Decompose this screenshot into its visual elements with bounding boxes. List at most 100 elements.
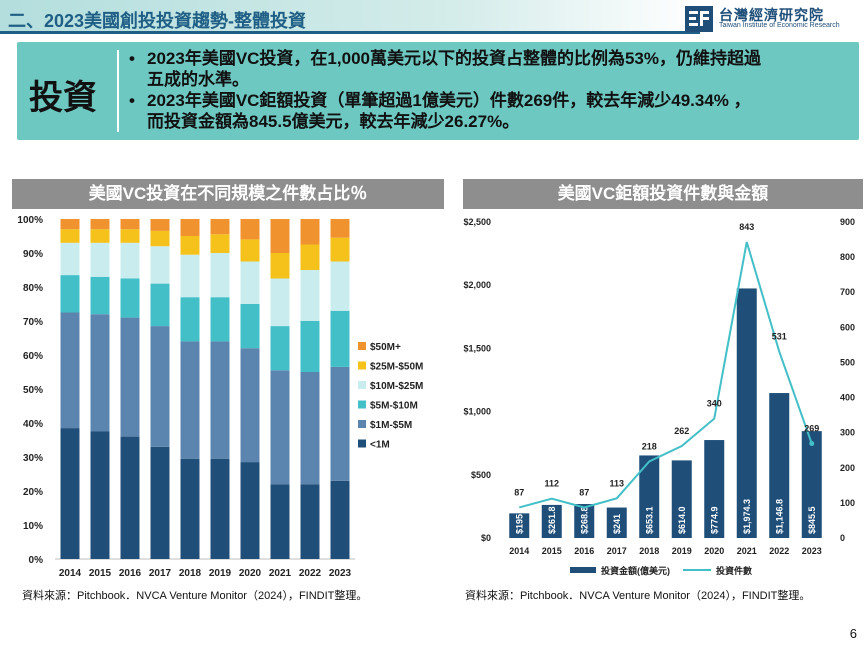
bar-segment (120, 242, 140, 279)
legend-label: 投資金額(億美元) (601, 565, 670, 576)
y-right-tick-label: 100 (840, 498, 855, 508)
summary-bullet-continuation: 而投資金額為845.5億美元，較去年減少26.27%。 (147, 112, 520, 131)
bar-segment (120, 229, 140, 243)
legend-swatch (570, 567, 596, 573)
bar-value-label: $261.8 (547, 506, 557, 534)
bar-segment (240, 261, 260, 304)
bar-value-label: $241 (612, 514, 622, 534)
bar-segment (210, 341, 230, 459)
legend-swatch (358, 361, 366, 370)
bar-segment (90, 314, 110, 432)
summary-bullet: 2023年美國VC鉅額投資（單筆超過1億美元）件數269件，較去年減少49.34… (129, 90, 849, 111)
bar-segment (60, 219, 80, 230)
y-left-tick-label: $500 (471, 470, 491, 480)
legend-swatch (358, 381, 366, 389)
bar-segment (300, 484, 320, 559)
x-tick-label: 2017 (149, 568, 172, 579)
bar-segment (330, 480, 350, 559)
bar-value-label: $1,974.3 (742, 499, 752, 534)
y-tick-label: 80% (23, 283, 43, 294)
left-chart-source: 資料來源：Pitchbook．NVCA Venture Monitor（2024… (22, 590, 368, 602)
y-tick-label: 30% (23, 453, 43, 464)
line-value-label: 87 (579, 487, 589, 497)
logo-name-en: Taiwan Institute of Economic Research (719, 22, 840, 29)
bar-segment (300, 270, 320, 321)
bar-segment (150, 283, 170, 327)
bar-segment (60, 428, 80, 559)
line-value-label: 112 (544, 479, 559, 489)
count-line (518, 241, 813, 509)
line-value-label: 218 (642, 441, 657, 451)
y-tick-label: 60% (23, 351, 43, 362)
x-tick-label: 2015 (89, 568, 112, 579)
bar-segment (210, 297, 230, 342)
bar-segment (120, 436, 140, 559)
y-tick-label: 40% (23, 419, 43, 430)
bar-segment (180, 341, 200, 459)
y-left-tick-label: $0 (481, 533, 491, 543)
y-left-tick-label: $2,500 (463, 217, 491, 227)
x-tick-label: 2018 (179, 568, 202, 579)
bar-segment (240, 239, 260, 262)
summary-box: 投資 2023年美國VC投資，在1,000萬美元以下的投資占整體的比例為53%，… (17, 42, 859, 140)
legend-swatch (358, 400, 366, 409)
left-chart-header: 美國VC投資在不同規模之件數占比％ (12, 179, 444, 209)
summary-bullet-continuation: 五成的水準。 (147, 70, 249, 89)
y-right-tick-label: 900 (840, 217, 855, 227)
x-tick-label: 2014 (509, 546, 529, 556)
y-right-tick-label: 0 (840, 533, 845, 543)
bar-segment (90, 229, 110, 243)
bar-segment (270, 219, 290, 253)
bar-segment (60, 275, 80, 313)
bar-segment (270, 253, 290, 279)
bar-segment (210, 219, 230, 235)
x-tick-label: 2022 (769, 546, 789, 556)
bar-segment (150, 246, 170, 284)
bar-segment (240, 462, 260, 559)
slide-title: 二、2023美國創投投資趨勢-整體投資 (8, 11, 307, 31)
y-tick-label: 70% (23, 317, 43, 328)
x-tick-label: 2016 (574, 546, 594, 556)
line-value-label: 87 (514, 487, 524, 497)
bar-segment (210, 234, 230, 253)
bar-segment (210, 253, 230, 298)
bar-value-label: $614.0 (677, 506, 687, 534)
right-chart-header: 美國VC鉅額投資件數與金額 (463, 179, 863, 209)
right-chart-source: 資料來源：Pitchbook．NVCA Venture Monitor（2024… (465, 590, 811, 602)
bar-segment (330, 310, 350, 367)
summary-divider (117, 50, 119, 132)
y-tick-label: 10% (23, 521, 43, 532)
bar-value-label: $268.8 (579, 506, 589, 534)
bar-segment (180, 297, 200, 342)
bar-segment (150, 230, 170, 247)
y-right-tick-label: 200 (840, 463, 855, 473)
y-right-tick-label: 400 (840, 393, 855, 403)
logo-name-cn: 台灣經濟研究院 (719, 7, 824, 23)
x-tick-label: 2018 (639, 546, 659, 556)
bar-value-label: $1,146.8 (774, 499, 784, 534)
y-tick-label: 90% (23, 249, 43, 260)
legend-label: <1M (370, 440, 390, 451)
summary-tag: 投資 (29, 79, 97, 117)
bar-segment (150, 219, 170, 231)
bar-segment (90, 431, 110, 559)
x-tick-label: 2021 (269, 568, 292, 579)
x-tick-label: 2022 (299, 568, 322, 579)
y-right-tick-label: 700 (840, 287, 855, 297)
bar-segment (300, 321, 320, 372)
tier-logo-icon (685, 6, 713, 32)
bar-segment (90, 242, 110, 277)
legend-swatch (358, 342, 366, 350)
x-tick-label: 2023 (329, 568, 352, 579)
bar-segment (180, 236, 200, 255)
x-tick-label: 2015 (542, 546, 562, 556)
x-tick-label: 2016 (119, 568, 142, 579)
x-tick-label: 2014 (59, 568, 82, 579)
y-left-tick-label: $2,000 (463, 280, 491, 290)
summary-bullets: 2023年美國VC投資，在1,000萬美元以下的投資占整體的比例為53%，仍維持… (129, 48, 849, 132)
bar-segment (330, 261, 350, 311)
y-right-tick-label: 600 (840, 322, 855, 332)
y-right-tick-label: 300 (840, 428, 855, 438)
legend-swatch (358, 420, 366, 428)
amount-bar (509, 513, 530, 538)
